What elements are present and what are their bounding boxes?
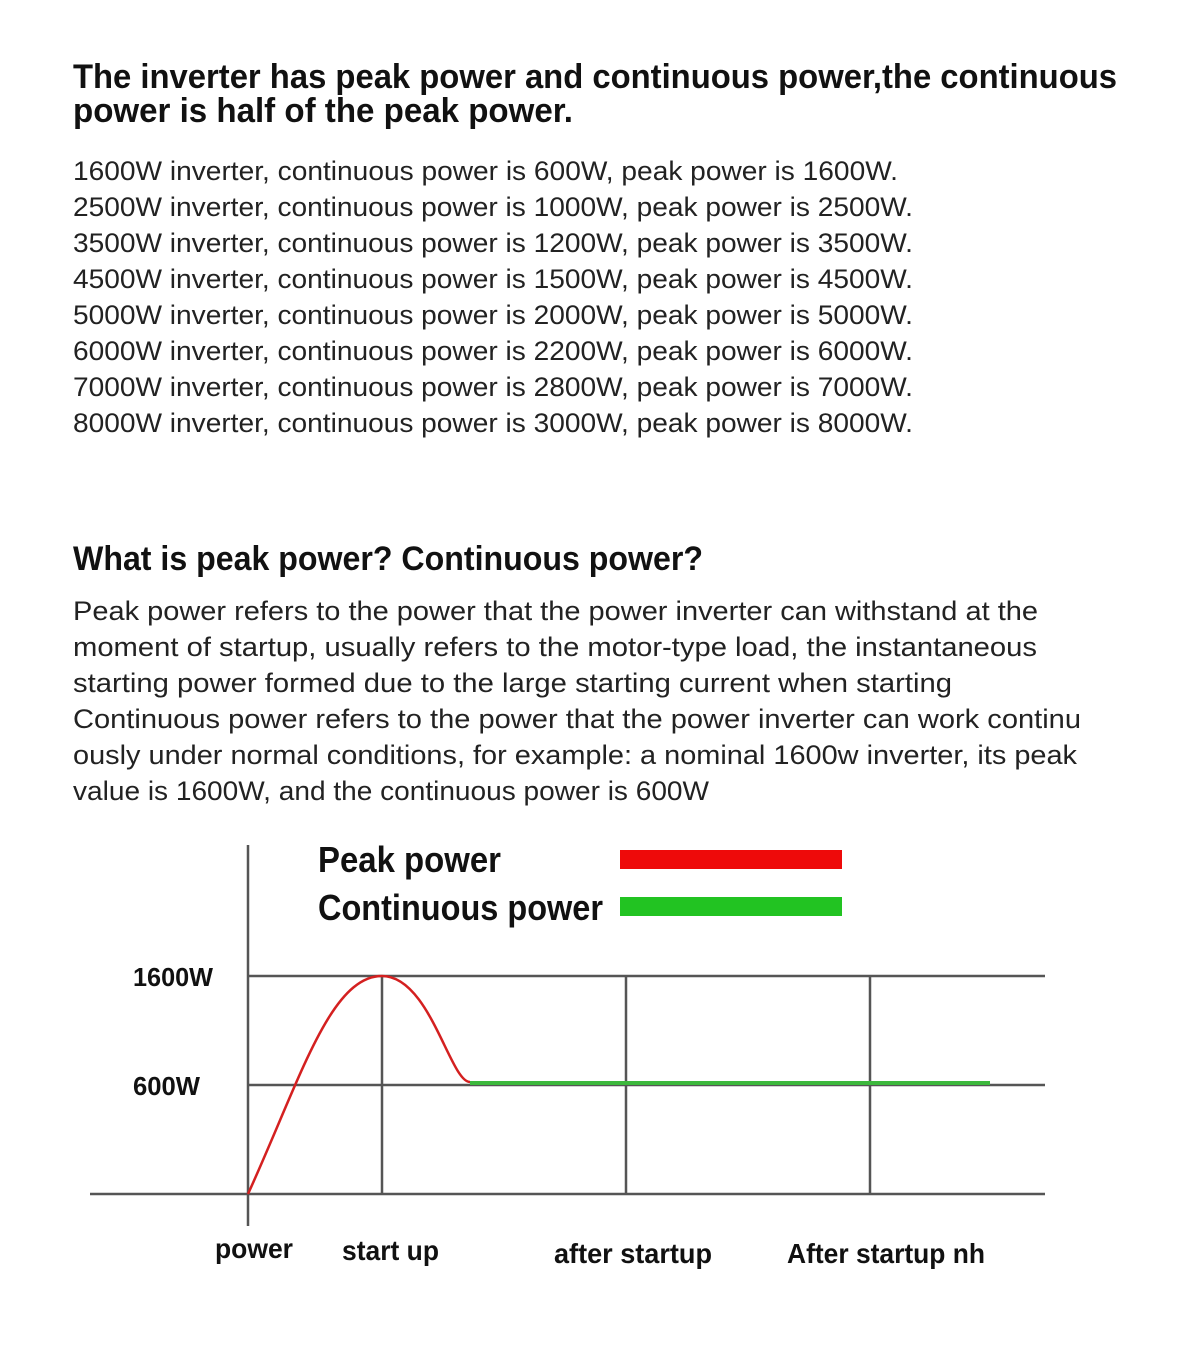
list-line: 6000W inverter, continuous power is 2200… bbox=[73, 336, 913, 366]
legend-swatch bbox=[620, 897, 842, 916]
peak-curve bbox=[246, 974, 471, 1195]
list-line: 2500W inverter, continuous power is 1000… bbox=[73, 192, 913, 222]
list-line: 8000W inverter, continuous power is 3000… bbox=[73, 408, 913, 438]
title-line: power is half of the peak power. bbox=[73, 92, 573, 130]
y-label: 600W bbox=[133, 1071, 200, 1101]
title-line: The inverter has peak power and continuo… bbox=[73, 58, 1117, 96]
paragraph-line: starting power formed due to the large s… bbox=[73, 668, 952, 698]
list-line: 7000W inverter, continuous power is 2800… bbox=[73, 372, 913, 402]
list-line: 5000W inverter, continuous power is 2000… bbox=[73, 300, 913, 330]
paragraph-line: ously under normal conditions, for examp… bbox=[73, 740, 1078, 770]
list-line: 4500W inverter, continuous power is 1500… bbox=[73, 264, 913, 294]
paragraph-line: value is 1600W, and the continuous power… bbox=[73, 776, 710, 806]
legend-label: Continuous power bbox=[318, 887, 603, 928]
list-line: 3500W inverter, continuous power is 1200… bbox=[73, 228, 913, 258]
legend-label: Peak power bbox=[318, 839, 501, 880]
section-heading: What is peak power? Continuous power? bbox=[73, 540, 703, 578]
paragraph-line: Continuous power refers to the power tha… bbox=[73, 704, 1081, 734]
y-label: 1600W bbox=[133, 962, 213, 992]
paragraph-line: moment of startup, usually refers to the… bbox=[73, 632, 1037, 662]
x-label: after startup bbox=[554, 1238, 712, 1269]
diagram: Peak power Continuous power 1600W 600W p… bbox=[90, 839, 1045, 1269]
x-label: After startup nh bbox=[787, 1238, 985, 1269]
x-label: power bbox=[215, 1233, 293, 1264]
paragraph-line: Peak power refers to the power that the … bbox=[73, 596, 1038, 626]
legend-swatch bbox=[620, 850, 842, 869]
list-line: 1600W inverter, continuous power is 600W… bbox=[73, 156, 898, 186]
x-label: start up bbox=[342, 1235, 439, 1266]
